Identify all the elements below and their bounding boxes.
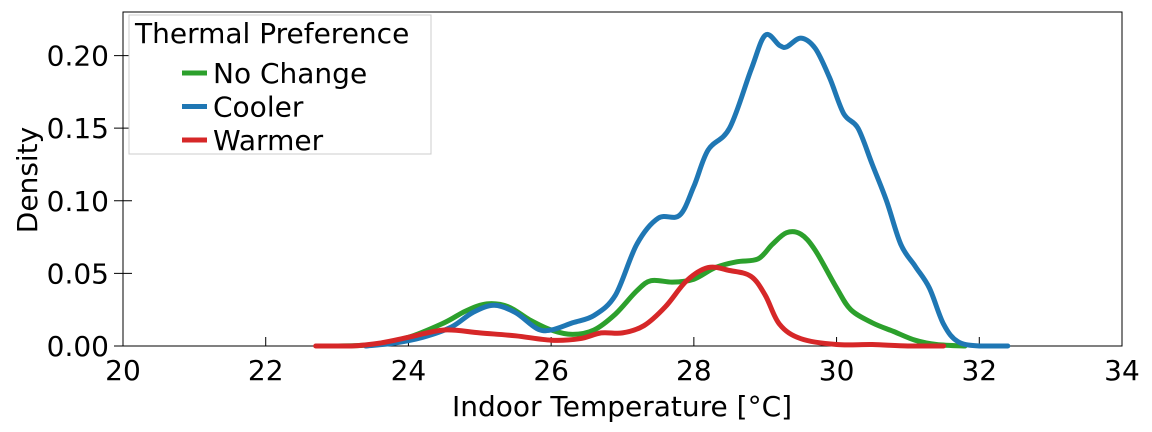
y-tick-label-2: 0.10 xyxy=(47,185,109,218)
series-line-cooler xyxy=(363,31,1011,349)
y-axis-ticks: 0.00 0.05 0.10 0.15 0.20 xyxy=(47,40,132,363)
x-tick-label-5: 30 xyxy=(819,354,855,387)
y-axis-title: Density xyxy=(11,127,44,233)
x-tick-label-1: 22 xyxy=(248,354,284,387)
series-layer xyxy=(313,31,1011,349)
x-tick-label-6: 32 xyxy=(961,354,997,387)
legend-box xyxy=(128,14,432,155)
legend-title: Thermal Preference xyxy=(134,17,409,50)
y-tick-label-0: 0.00 xyxy=(47,330,109,363)
x-axis-ticks: 20 22 24 26 28 30 32 34 xyxy=(105,337,1140,387)
legend-label-warmer: Warmer xyxy=(213,124,324,157)
legend-label-no-change: No Change xyxy=(213,57,367,90)
x-tick-label-3: 26 xyxy=(533,354,569,387)
y-tick-label-4: 0.20 xyxy=(47,40,109,73)
y-tick-label-3: 0.15 xyxy=(47,112,109,145)
legend-label-cooler: Cooler xyxy=(213,91,304,124)
plot-frame xyxy=(122,11,1123,347)
series-line-warmer xyxy=(313,264,947,349)
x-tick-label-7: 34 xyxy=(1104,354,1140,387)
x-tick-label-2: 24 xyxy=(391,354,427,387)
x-tick-label-4: 28 xyxy=(676,354,712,387)
x-axis-title: Indoor Temperature [°C] xyxy=(452,390,792,423)
x-tick-label-0: 20 xyxy=(105,354,141,387)
y-tick-label-1: 0.05 xyxy=(47,257,109,290)
series-line-no-change xyxy=(334,229,968,349)
